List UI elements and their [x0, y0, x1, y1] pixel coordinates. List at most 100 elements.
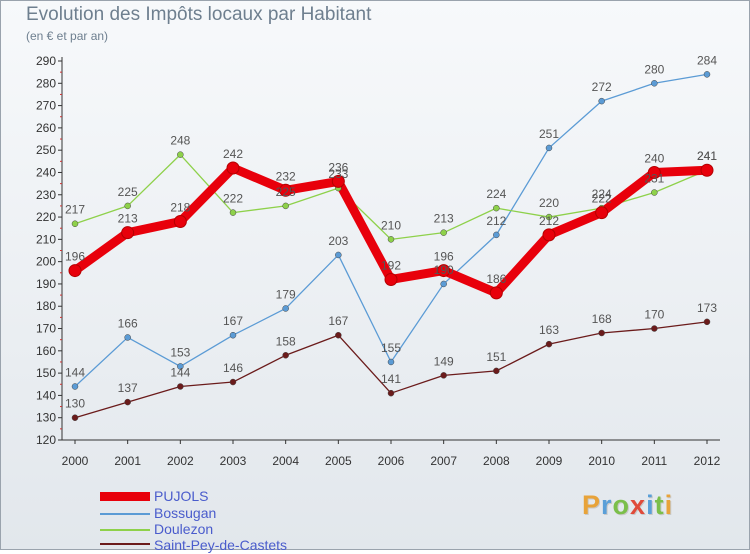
legend-label-saint-pey-de-castets: Saint-Pey-de-Castets	[154, 537, 288, 553]
data-point-pujols	[700, 163, 714, 177]
data-label-saint-pey-de-castets: 141	[381, 372, 401, 386]
y-tick-label: 230	[36, 188, 56, 202]
y-tick-label: 250	[36, 143, 56, 157]
data-label-doulezon: 210	[381, 218, 401, 232]
data-label-doulezon: 217	[65, 203, 85, 217]
y-tick-label: 180	[36, 299, 56, 313]
data-point-saint-pey-de-castets	[124, 398, 131, 406]
y-tick-label: 280	[36, 76, 56, 90]
logo-letter: i	[646, 490, 655, 520]
data-point-bossugan	[71, 383, 79, 390]
data-label-bossugan: 155	[381, 341, 401, 355]
y-tick-label: 260	[36, 121, 56, 135]
data-point-bossugan	[335, 251, 342, 259]
logo-letter: i	[664, 490, 674, 520]
data-point-pujols	[68, 264, 82, 278]
data-point-bossugan	[651, 80, 658, 87]
data-label-bossugan: 179	[276, 287, 296, 301]
data-point-doulezon	[493, 204, 500, 212]
data-label-pujols: 213	[118, 212, 138, 226]
chart-title: Evolution des Impôts locaux par Habitant	[26, 4, 372, 25]
data-point-doulezon	[387, 236, 395, 243]
data-label-pujols: 236	[328, 160, 348, 174]
data-point-bossugan	[440, 280, 447, 288]
data-label-pujols: 186	[486, 272, 506, 286]
x-tick-label: 2006	[378, 454, 405, 468]
data-point-pujols	[384, 272, 398, 286]
y-tick-label: 240	[36, 165, 56, 179]
data-point-pujols	[595, 206, 609, 220]
data-label-doulezon: 220	[539, 196, 559, 210]
proxiti-logo: Proxiti	[582, 490, 673, 521]
legend-swatch-doulezon	[100, 529, 150, 531]
data-point-saint-pey-de-castets	[703, 318, 711, 326]
data-label-pujols: 232	[276, 169, 296, 183]
data-label-doulezon: 225	[276, 185, 296, 199]
data-point-saint-pey-de-castets	[651, 325, 658, 332]
data-label-saint-pey-de-castets: 163	[539, 323, 559, 337]
logo-letter: t	[654, 490, 665, 520]
data-point-doulezon	[177, 151, 184, 158]
data-label-bossugan: 167	[223, 314, 243, 328]
data-point-doulezon	[545, 213, 553, 221]
x-tick-label: 2011	[641, 454, 667, 468]
legend-label-pujols: PUJOLS	[154, 488, 209, 504]
data-point-bossugan	[124, 334, 131, 341]
y-tick-label: 140	[36, 388, 56, 402]
data-label-doulezon: 233	[328, 167, 348, 181]
y-tick-label: 220	[36, 210, 56, 224]
y-tick-label: 120	[36, 433, 56, 447]
x-tick-label: 2009	[536, 454, 563, 468]
x-tick-label: 2004	[272, 454, 299, 468]
data-label-bossugan: 190	[434, 263, 454, 277]
data-label-pujols: 192	[381, 258, 401, 272]
chart-points	[68, 71, 714, 421]
data-label-pujols: 218	[170, 201, 190, 215]
x-tick-label: 2012	[694, 454, 721, 468]
data-point-saint-pey-de-castets	[335, 331, 342, 339]
data-label-doulezon: 225	[118, 185, 138, 199]
x-tick-label: 2005	[325, 454, 352, 468]
data-point-pujols	[279, 183, 293, 197]
data-point-pujols	[331, 174, 345, 188]
data-label-pujols: 241	[697, 149, 717, 163]
legend-swatch-pujols	[100, 492, 150, 501]
data-label-bossugan: 153	[170, 345, 190, 359]
data-point-doulezon	[440, 229, 447, 236]
data-point-saint-pey-de-castets	[177, 383, 184, 390]
data-point-saint-pey-de-castets	[493, 367, 500, 375]
data-label-doulezon: 224	[486, 187, 506, 201]
data-label-saint-pey-de-castets: 130	[65, 397, 85, 411]
x-tick-label: 2002	[167, 454, 194, 468]
data-point-doulezon	[229, 209, 237, 216]
data-point-bossugan	[229, 331, 237, 339]
y-tick-label: 200	[36, 255, 56, 269]
data-point-bossugan	[598, 97, 605, 105]
data-label-pujols: 196	[65, 250, 85, 264]
data-point-saint-pey-de-castets	[598, 329, 605, 337]
data-point-bossugan	[703, 71, 711, 78]
data-label-doulezon: 213	[434, 212, 454, 226]
legend-label-bossugan: Bossugan	[154, 505, 217, 521]
data-label-bossugan: 144	[65, 365, 85, 379]
data-point-bossugan	[493, 231, 500, 239]
y-tick-label: 210	[36, 232, 56, 246]
data-point-saint-pey-de-castets	[71, 414, 79, 421]
data-point-pujols	[173, 215, 187, 229]
legend-swatch-bossugan	[100, 513, 150, 515]
data-label-pujols: 196	[434, 250, 454, 264]
data-point-pujols	[437, 264, 451, 278]
chart-subtitle: (en € et par an)	[26, 29, 109, 43]
data-point-doulezon	[651, 189, 658, 196]
data-label-saint-pey-de-castets: 137	[118, 381, 138, 395]
data-point-bossugan	[282, 305, 289, 312]
data-point-saint-pey-de-castets	[440, 372, 447, 379]
data-point-bossugan	[177, 363, 184, 370]
y-tick-label: 170	[36, 322, 56, 336]
data-label-pujols: 242	[223, 147, 243, 161]
y-tick-label: 270	[36, 99, 56, 113]
data-label-bossugan: 280	[644, 62, 664, 76]
logo-letter: x	[630, 490, 647, 520]
y-tick-label: 160	[36, 344, 56, 358]
